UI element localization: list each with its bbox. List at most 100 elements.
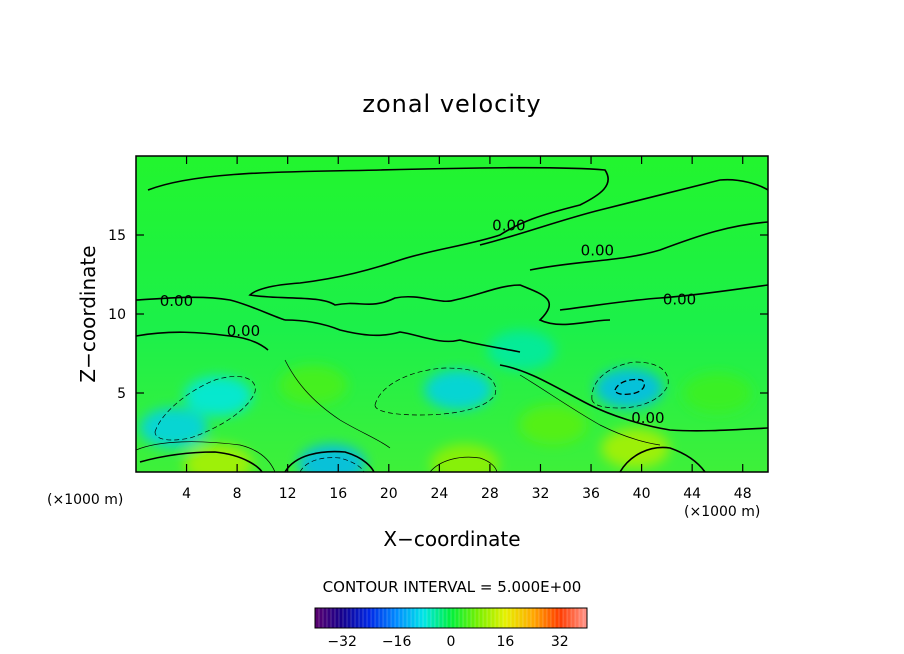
colorbar-cell-63 — [567, 608, 572, 628]
x-tick-label-0: 4 — [182, 486, 191, 502]
x-tick-label-7: 32 — [532, 486, 550, 502]
contour-thin-bottom-mid — [429, 456, 498, 472]
contour-label-0: 0.00 — [492, 216, 525, 234]
contour-thin-bottom — [136, 441, 276, 472]
colorbar-cell-10 — [355, 608, 360, 628]
contour-lines — [136, 166, 768, 472]
colorbar-cell-6 — [339, 608, 344, 628]
contour-labels: 0.00 0.00 0.00 0.00 0.00 0.00 — [160, 216, 696, 427]
colorbar-cell-66 — [579, 608, 584, 628]
x-tick-label-11: 48 — [734, 486, 752, 502]
colorbar-cell-7 — [343, 608, 348, 628]
colorbar-cell-21 — [399, 608, 404, 628]
colorbar-tick-label-0: −32 — [327, 634, 357, 650]
field-extreme-9 — [278, 365, 347, 406]
contour-dashed-right — [591, 361, 669, 409]
colorbar-cell-54 — [531, 608, 536, 628]
colorbar-cell-31 — [439, 608, 444, 628]
colorbar-cell-29 — [431, 608, 436, 628]
colorbar-tick-label-4: 32 — [551, 634, 569, 650]
contour-label-3: 0.00 — [160, 292, 193, 310]
x-tick-label-4: 20 — [380, 486, 398, 502]
colorbar-cell-24 — [411, 608, 416, 628]
contour-zero-bottom-mid — [284, 450, 375, 472]
colorbar-tick-label-2: 0 — [447, 634, 456, 650]
colorbar-cell-3 — [327, 608, 332, 628]
contour-zero-left — [136, 296, 286, 321]
contour-thin-ridge-right — [519, 374, 661, 446]
field-extreme-6 — [184, 444, 253, 472]
colorbar-cell-1 — [319, 608, 324, 628]
contour-dashed-left — [154, 376, 256, 441]
colorbar-cell-19 — [391, 608, 396, 628]
y-tick-label-0: 5 — [117, 386, 126, 402]
x-tick-label-6: 28 — [481, 486, 499, 502]
colorbar-cell-43 — [487, 608, 492, 628]
colorbar-cell-12 — [363, 608, 368, 628]
contour-zero-bottom-right — [619, 446, 706, 472]
colorbar-cell-17 — [383, 608, 388, 628]
colorbar-cell-28 — [427, 608, 432, 628]
contour-dashed-core-right — [614, 378, 645, 396]
colorbar-tick-label-1: −16 — [382, 634, 412, 650]
field-extreme-2 — [297, 444, 366, 472]
colorbar-cell-20 — [395, 608, 400, 628]
contour-zero-mid — [284, 319, 521, 353]
chart-title: zonal velocity — [362, 90, 541, 118]
x-axis-label: X−coordinate — [383, 527, 520, 551]
colorbar-cell-48 — [507, 608, 512, 628]
colorbar-frame — [314, 607, 588, 629]
contour-dashed-mid — [374, 367, 497, 416]
colorbar-cell-22 — [403, 608, 408, 628]
colorbar-cell-62 — [563, 608, 568, 628]
colorbar-cell-23 — [407, 608, 412, 628]
colorbar-cell-41 — [479, 608, 484, 628]
colorbar-cell-60 — [555, 608, 560, 628]
colorbar-tick-label-3: 16 — [496, 634, 514, 650]
colorbar-cell-32 — [443, 608, 448, 628]
contour-zero-right-mid — [529, 221, 768, 271]
colorbar-cell-27 — [423, 608, 428, 628]
colorbar-cell-56 — [539, 608, 544, 628]
x-tick-label-5: 24 — [430, 486, 448, 502]
field-extreme-1 — [184, 376, 253, 417]
x-tick-label-10: 44 — [683, 486, 701, 502]
contour-zero-right-upper — [479, 178, 768, 246]
colorbar-cell-45 — [495, 608, 500, 628]
y-axis-ticks: 5 10 15 — [108, 228, 768, 402]
colorbar-cell-37 — [463, 608, 468, 628]
colorbar-cell-47 — [503, 608, 508, 628]
contour-dashed-bottom — [299, 457, 365, 472]
colorbar-cell-30 — [435, 608, 440, 628]
contour-zero-upper — [147, 166, 611, 326]
x-tick-label-9: 40 — [633, 486, 651, 502]
colorbar-cell-42 — [483, 608, 488, 628]
colorbar — [314, 607, 588, 629]
colorbar-cell-4 — [331, 608, 336, 628]
field-extreme-8 — [601, 428, 670, 469]
colorbar-cell-38 — [467, 608, 472, 628]
contour-label-1: 0.00 — [581, 242, 614, 260]
field-background — [136, 156, 768, 472]
contour-zero-right-low — [559, 284, 768, 311]
colorbar-ticks: −32 −16 0 16 32 — [327, 634, 568, 650]
colorbar-cell-5 — [335, 608, 340, 628]
colorbar-cell-13 — [367, 608, 372, 628]
colorbar-cell-57 — [543, 608, 548, 628]
colorbar-cell-50 — [515, 608, 520, 628]
contour-interval-label: CONTOUR INTERVAL = 5.000E+00 — [323, 578, 582, 596]
x-tick-label-8: 36 — [582, 486, 600, 502]
x-axis-ticks: 4 8 12 16 20 24 28 32 36 40 44 48 — [182, 156, 752, 502]
colorbar-cell-46 — [499, 608, 504, 628]
colorbar-cell-55 — [535, 608, 540, 628]
colorbar-cell-40 — [475, 608, 480, 628]
x-tick-label-3: 16 — [329, 486, 347, 502]
field-extreme-3 — [424, 369, 493, 410]
field-extreme-11 — [683, 373, 752, 413]
colorbar-cell-8 — [347, 608, 352, 628]
field-extremes — [139, 330, 752, 472]
colorbar-cell-25 — [415, 608, 420, 628]
y-axis-label: Z−coordinate — [76, 245, 100, 382]
contour-label-4: 0.00 — [227, 322, 260, 340]
contour-lines-thin — [136, 359, 669, 472]
